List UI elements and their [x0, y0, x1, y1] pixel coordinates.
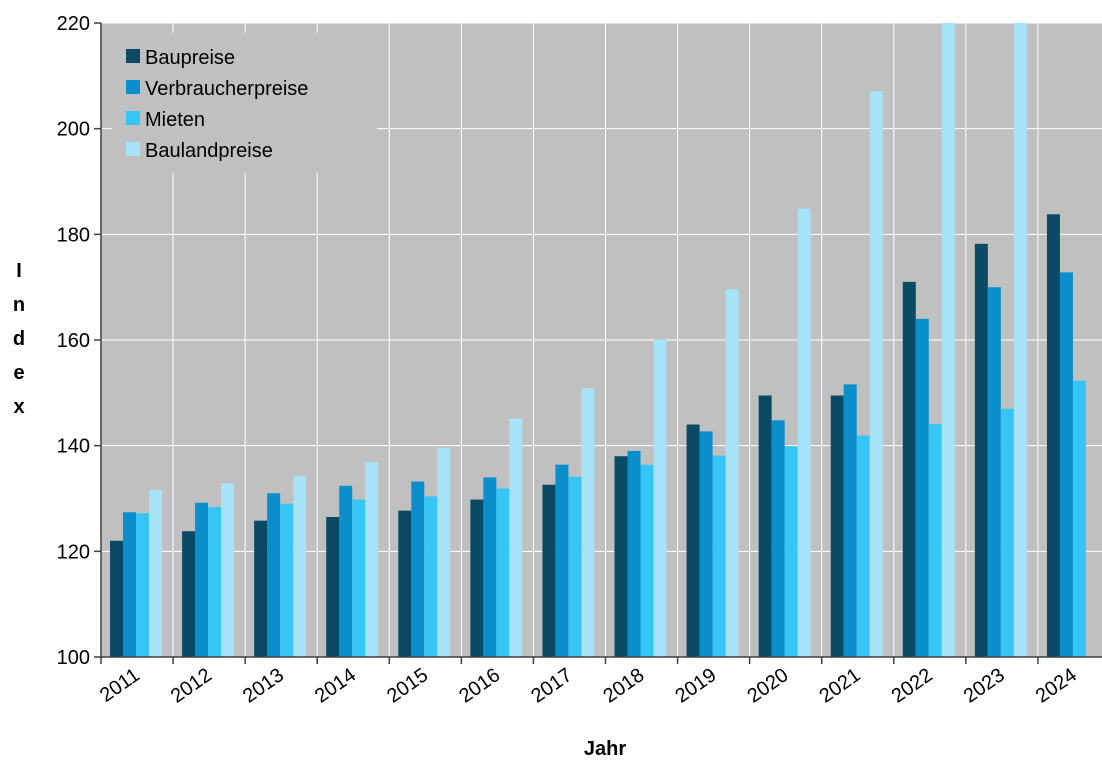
bar-2012-mieten: [208, 506, 222, 657]
x-tick-label-2014: 2014: [311, 664, 360, 708]
x-axis-title: Jahr: [584, 738, 626, 760]
bar-2014-baulandpreise: [365, 462, 379, 657]
bar-2022-verbraucherpreise: [915, 318, 929, 657]
bar-2019-mieten: [712, 455, 726, 657]
bar-2012-verbraucherpreise: [195, 502, 209, 657]
bar-2011-baulandpreise: [149, 490, 162, 657]
bar-2018-mieten: [640, 464, 654, 657]
x-tick-label-2022: 2022: [888, 664, 937, 708]
bar-2013-baulandpreise: [293, 476, 307, 657]
x-tick-label-2013: 2013: [239, 664, 288, 708]
y-tick-label: 100: [57, 647, 90, 669]
bar-2011-verbraucherpreise: [123, 512, 136, 657]
x-tick-labels: 2011 2012 2013 2014 2015 2016 2017 2018 2019 2020…: [96, 664, 1081, 708]
bar-2016-baulandpreise: [509, 418, 523, 657]
bar-2021-verbraucherpreise: [843, 384, 857, 657]
legend-label-baupreise: Baupreise: [145, 47, 235, 69]
bar-2019-verbraucherpreise: [699, 431, 713, 657]
bar-2015-baulandpreise: [437, 447, 451, 657]
bar-2020-verbraucherpreise: [771, 420, 785, 657]
bar-2022-baupreise: [902, 281, 916, 657]
bar-2016-baupreise: [470, 499, 484, 657]
bar-2016-verbraucherpreise: [483, 477, 497, 657]
x-tick-label-2018: 2018: [599, 664, 648, 708]
bar-2019-baupreise: [686, 424, 700, 657]
x-tick-label-2016: 2016: [455, 664, 504, 708]
legend-swatch-baupreise: [126, 49, 140, 63]
bar-2012-baulandpreise: [221, 483, 235, 657]
y-axis-title-letter: x: [13, 396, 24, 418]
bar-2013-baupreise: [254, 520, 268, 657]
bar-2017-verbraucherpreise: [555, 464, 569, 657]
y-tick-label: 160: [57, 330, 90, 352]
bar-2018-verbraucherpreise: [627, 450, 641, 657]
bar-2014-baupreise: [326, 516, 340, 657]
bar-2023-baulandpreise: [1013, 23, 1027, 657]
bar-2021-baulandpreise: [869, 91, 883, 657]
legend-swatch-mieten: [126, 111, 140, 125]
y-axis-title-letter: e: [13, 362, 24, 384]
bar-2023-verbraucherpreise: [987, 287, 1001, 657]
bar-2022-mieten: [928, 424, 942, 657]
bar-2014-mieten: [352, 499, 366, 657]
bar-2011-mieten: [136, 513, 149, 657]
legend: Baupreise Verbraucherpreise Mieten Baulandp…: [112, 33, 377, 173]
bar-2024-baupreise: [1046, 214, 1060, 658]
x-tick-label-2021: 2021: [816, 664, 865, 708]
bar-2020-baulandpreise: [797, 208, 811, 657]
legend-label-mieten: Mieten: [145, 109, 205, 131]
x-tick-label-2019: 2019: [671, 664, 720, 708]
x-tick-label-2011: 2011: [96, 664, 144, 707]
bar-2013-verbraucherpreise: [267, 493, 281, 657]
bar-2023-mieten: [1000, 408, 1014, 657]
y-tick-label: 220: [57, 13, 90, 35]
y-tick-label: 200: [57, 119, 90, 141]
bar-2015-verbraucherpreise: [411, 481, 425, 657]
y-tick-label: 140: [57, 436, 90, 458]
x-tick-label-2024: 2024: [1032, 664, 1081, 708]
bar-2013-mieten: [280, 503, 294, 657]
bar-2017-baupreise: [542, 484, 556, 657]
legend-box: [112, 33, 377, 173]
bar-2014-verbraucherpreise: [339, 485, 353, 657]
bar-2022-baulandpreise: [941, 23, 955, 657]
bar-2015-baupreise: [398, 510, 412, 657]
legend-label-baulandpreise: Baulandpreise: [145, 140, 273, 162]
x-tick-label-2023: 2023: [960, 664, 1009, 708]
bar-2015-mieten: [424, 496, 438, 657]
legend-swatch-verbraucherpreise: [126, 80, 140, 94]
bar-2019-baulandpreise: [725, 289, 739, 657]
bar-2020-baupreise: [758, 395, 772, 657]
bar-2024-verbraucherpreise: [1059, 272, 1073, 657]
legend-label-verbraucherpreise: Verbraucherpreise: [145, 78, 308, 100]
bar-2016-mieten: [496, 488, 510, 657]
bar-2020-mieten: [784, 446, 798, 657]
bar-2012-baupreise: [182, 531, 196, 657]
x-tick-label-2015: 2015: [383, 664, 432, 708]
legend-swatch-baulandpreise: [126, 142, 140, 156]
bar-2018-baupreise: [614, 456, 628, 657]
y-axis-title-letter: I: [16, 260, 22, 282]
y-tick-labels: 100 120 140 160 180 200 220: [57, 13, 90, 669]
bar-2023-baupreise: [974, 243, 988, 658]
bar-2021-mieten: [856, 435, 870, 657]
bar-2018-baulandpreise: [653, 339, 667, 657]
bar-2021-baupreise: [830, 395, 844, 657]
y-tick-label: 180: [57, 224, 90, 246]
y-axis-title-letter: d: [13, 328, 25, 350]
x-tick-label-2012: 2012: [167, 664, 216, 708]
y-tick-label: 120: [57, 541, 90, 563]
bar-2011-baupreise: [110, 540, 123, 657]
y-axis-title-letter: n: [13, 294, 25, 316]
bar-2017-baulandpreise: [581, 388, 595, 657]
x-tick-label-2020: 2020: [743, 664, 792, 708]
bars: [110, 23, 1086, 658]
bar-2024-mieten: [1072, 380, 1086, 657]
bar-2017-mieten: [568, 476, 582, 657]
axes: [94, 22, 1102, 664]
x-tick-label-2017: 2017: [527, 664, 576, 708]
